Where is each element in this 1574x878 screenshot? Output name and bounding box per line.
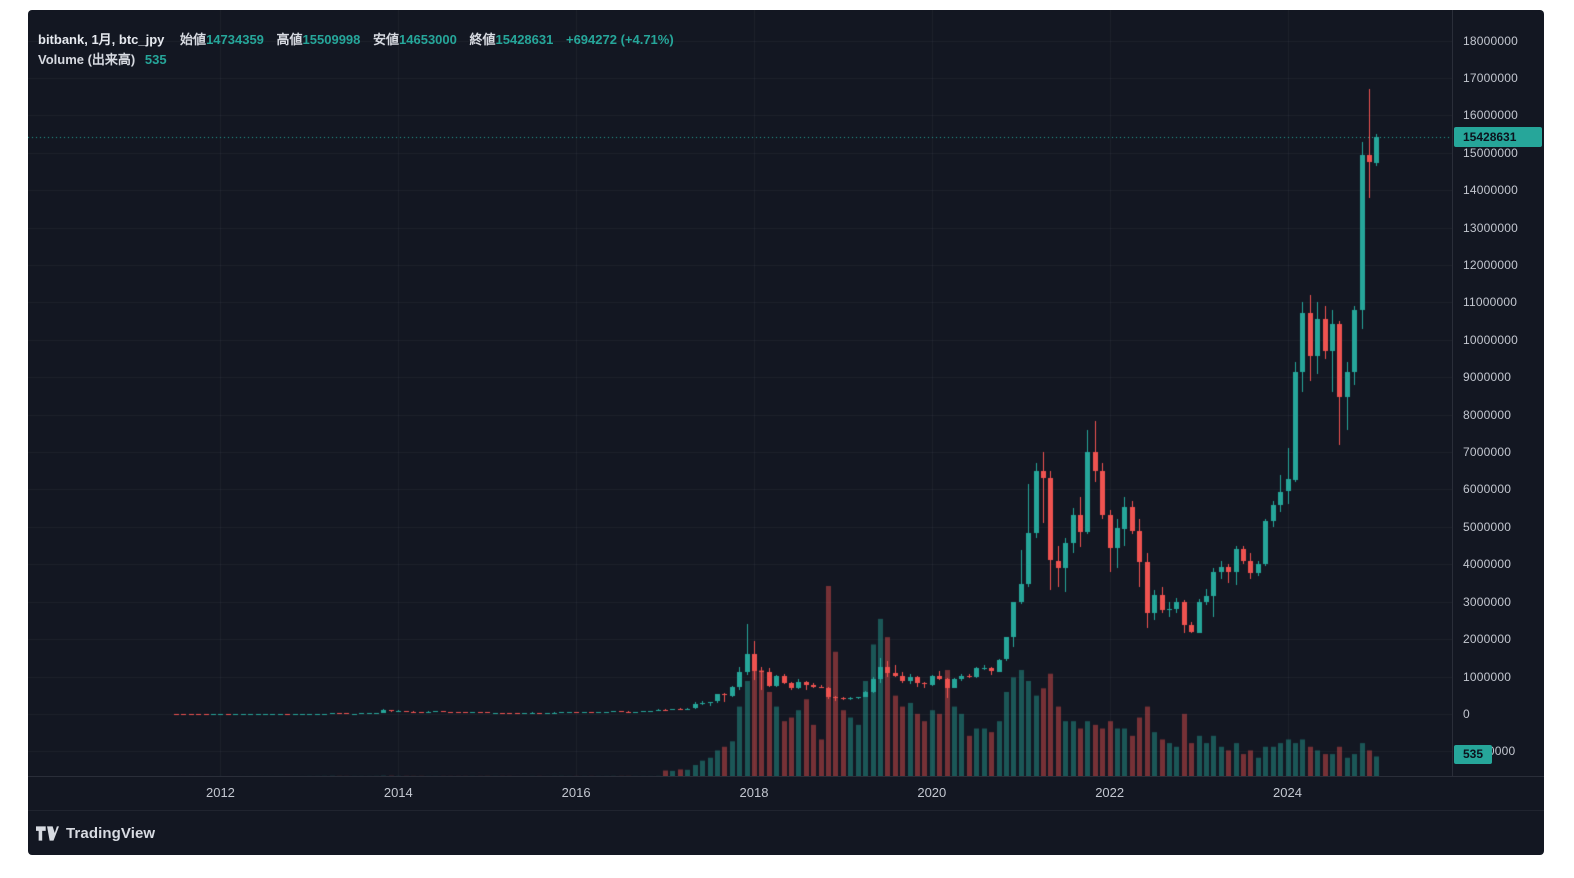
price-axis[interactable]: 15428631 535 18000000 17000000 16000000 150… (1452, 10, 1544, 776)
price-tick-label: 4000000 (1463, 557, 1512, 572)
symbol-title[interactable]: bitbank, 1月, btc_jpy (38, 32, 165, 47)
open-label: 始値 (180, 32, 207, 47)
footer-toolbar: TradingView (28, 810, 1544, 855)
time-tick-label: 2022 (1095, 785, 1125, 800)
price-tick-label: 9000000 (1463, 370, 1512, 385)
low-label: 安値 (373, 32, 400, 47)
last-price-label: 15428631 (1454, 126, 1542, 147)
tradingview-logo-text: TradingView (66, 824, 156, 842)
close-label: 終値 (469, 32, 496, 47)
price-tick-label: 14000000 (1463, 183, 1518, 198)
price-tick-label: 12000000 (1463, 258, 1518, 273)
close-value: 15428631 (495, 32, 554, 47)
last-volume-label: 535 (1454, 745, 1493, 765)
price-tick-label: 8000000 (1463, 407, 1512, 422)
price-tick-label: 7000000 (1463, 445, 1512, 460)
change-value: +694272 (+4.71%) (565, 32, 674, 47)
price-tick-label: 11000000 (1463, 295, 1518, 310)
low-value: 14653000 (399, 32, 457, 47)
price-tick-label: 6000000 (1463, 482, 1512, 497)
tradingview-chart-widget: bitbank, 1月, btc_jpy 始値14734359 高値155099… (28, 10, 1544, 855)
volume-value: 535 (144, 52, 167, 67)
time-tick-label: 2012 (205, 785, 235, 800)
legend-volume-row: Volume (出来高) 535 (38, 50, 674, 70)
time-tick-label: 2014 (383, 785, 413, 800)
price-tick-label: 2000000 (1463, 632, 1512, 647)
high-label: 高値 (276, 32, 303, 47)
price-tick-label: 5000000 (1463, 519, 1512, 534)
price-tick-label: 3000000 (1463, 594, 1512, 609)
tradingview-logo-link[interactable]: TradingView (36, 825, 155, 842)
candlestick-canvas[interactable] (28, 10, 1452, 776)
legend-ohlc-row: bitbank, 1月, btc_jpy 始値14734359 高値155099… (38, 30, 674, 50)
price-tick-label: 15000000 (1463, 145, 1518, 160)
price-tick-label: 10000000 (1463, 332, 1518, 347)
price-tick-label: 16000000 (1463, 108, 1518, 123)
time-axis[interactable]: 2012 2014 2016 2018 2020 2022 2024 (28, 776, 1544, 810)
price-pane[interactable]: bitbank, 1月, btc_jpy 始値14734359 高値155099… (28, 10, 1452, 776)
chart-legend: bitbank, 1月, btc_jpy 始値14734359 高値155099… (38, 30, 674, 70)
price-tick-label: 17000000 (1463, 71, 1518, 86)
price-tick-label: 13000000 (1463, 220, 1518, 235)
time-tick-label: 2020 (917, 785, 947, 800)
price-tick-label: 0 (1463, 706, 1470, 721)
price-tick-label: 1000000 (1463, 669, 1512, 684)
time-tick-label: 2018 (739, 785, 769, 800)
open-value: 14734359 (206, 32, 264, 47)
time-tick-label: 2024 (1273, 785, 1302, 800)
tradingview-logo-icon (36, 825, 59, 841)
time-tick-label: 2016 (561, 785, 591, 800)
price-tick-label: 18000000 (1463, 33, 1518, 48)
high-value: 15509998 (302, 32, 361, 47)
volume-label[interactable]: Volume (出来高) (38, 52, 136, 67)
